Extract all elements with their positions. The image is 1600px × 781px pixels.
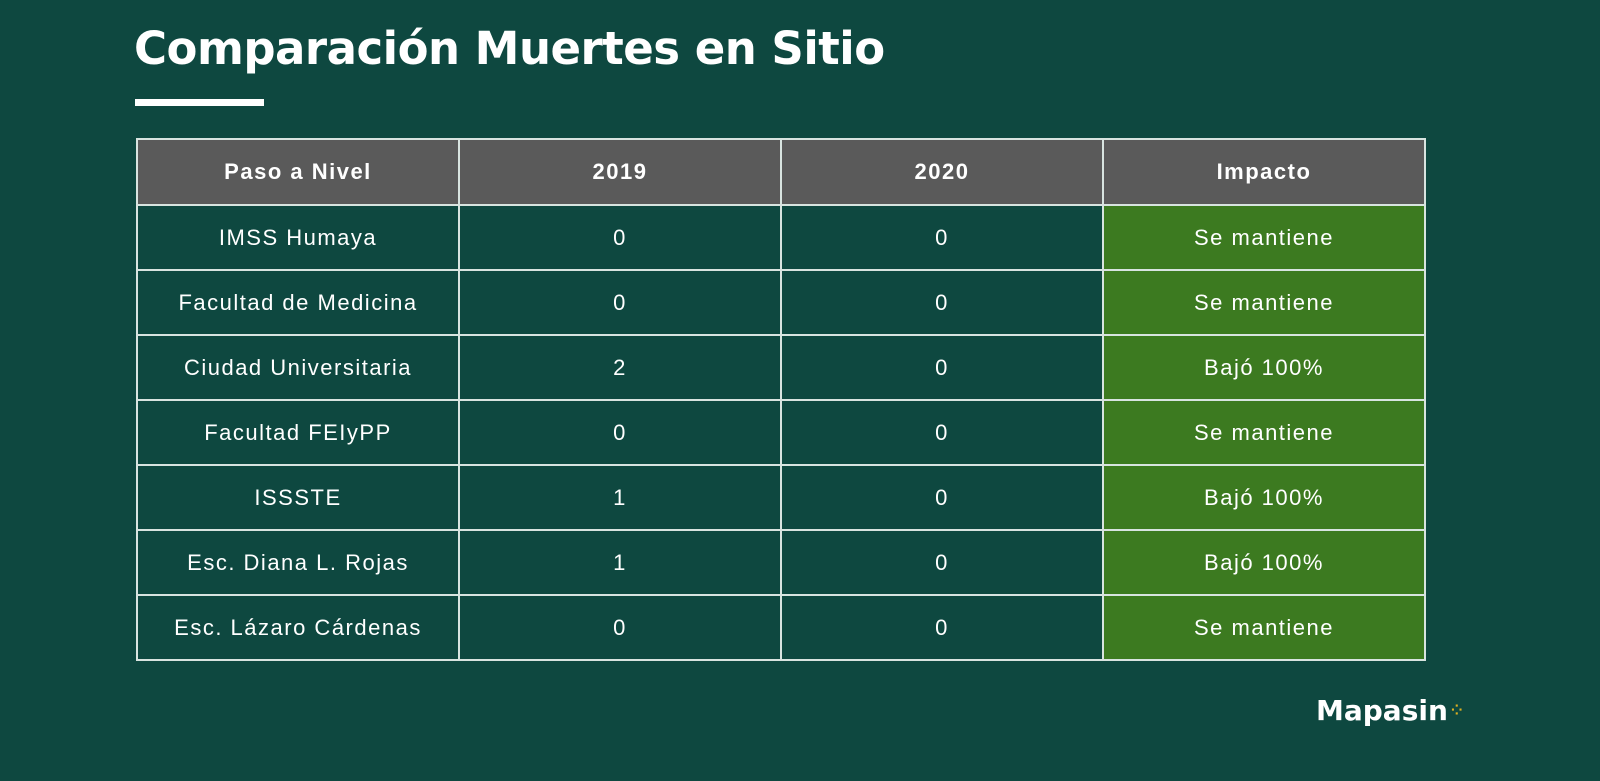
year-2019-cell: 1 <box>458 464 782 531</box>
impact-cell: Se mantiene <box>1102 399 1426 466</box>
column-header: Impacto <box>1102 138 1426 206</box>
impact-cell: Bajó 100% <box>1102 334 1426 401</box>
title-underline <box>135 99 264 106</box>
year-2020-cell: 0 <box>780 334 1104 401</box>
year-2019-cell: 0 <box>458 204 782 271</box>
year-2020-cell: 0 <box>780 204 1104 271</box>
table-row: Facultad FEIyPP 0 0 Se mantiene <box>136 399 1426 466</box>
year-2019-cell: 0 <box>458 594 782 661</box>
year-2019-cell: 2 <box>458 334 782 401</box>
year-2019-cell: 0 <box>458 399 782 466</box>
column-header: Paso a Nivel <box>136 138 460 206</box>
table-row: Esc. Lázaro Cárdenas 0 0 Se mantiene <box>136 594 1426 661</box>
year-2020-cell: 0 <box>780 464 1104 531</box>
location-cell: Facultad FEIyPP <box>136 399 460 466</box>
table-row: Facultad de Medicina 0 0 Se mantiene <box>136 269 1426 336</box>
column-header: 2020 <box>780 138 1104 206</box>
comparison-table: Paso a Nivel 2019 2020 Impacto IMSS Humaya 0… <box>136 138 1426 661</box>
location-cell: Facultad de Medicina <box>136 269 460 336</box>
page-title: Comparación Muertes en Sitio <box>134 22 885 75</box>
year-2020-cell: 0 <box>780 529 1104 596</box>
impact-cell: Se mantiene <box>1102 594 1426 661</box>
location-cell: IMSS Humaya <box>136 204 460 271</box>
table-row: Ciudad Universitaria 2 0 Bajó 100% <box>136 334 1426 401</box>
location-cell: Ciudad Universitaria <box>136 334 460 401</box>
table-row: IMSS Humaya 0 0 Se mantiene <box>136 204 1426 271</box>
impact-cell: Se mantiene <box>1102 269 1426 336</box>
impact-cell: Bajó 100% <box>1102 464 1426 531</box>
mapasin-logo: Mapasin ⁘ <box>1316 694 1463 727</box>
table-row: ISSSTE 1 0 Bajó 100% <box>136 464 1426 531</box>
location-cell: ISSSTE <box>136 464 460 531</box>
impact-cell: Bajó 100% <box>1102 529 1426 596</box>
logo-dots-icon: ⁘ <box>1450 702 1463 719</box>
year-2020-cell: 0 <box>780 269 1104 336</box>
year-2020-cell: 0 <box>780 594 1104 661</box>
column-header: 2019 <box>458 138 782 206</box>
logo-text: Mapasin <box>1316 694 1448 727</box>
year-2020-cell: 0 <box>780 399 1104 466</box>
year-2019-cell: 0 <box>458 269 782 336</box>
table-header-row: Paso a Nivel 2019 2020 Impacto <box>136 138 1426 206</box>
location-cell: Esc. Lázaro Cárdenas <box>136 594 460 661</box>
table-row: Esc. Diana L. Rojas 1 0 Bajó 100% <box>136 529 1426 596</box>
location-cell: Esc. Diana L. Rojas <box>136 529 460 596</box>
year-2019-cell: 1 <box>458 529 782 596</box>
impact-cell: Se mantiene <box>1102 204 1426 271</box>
